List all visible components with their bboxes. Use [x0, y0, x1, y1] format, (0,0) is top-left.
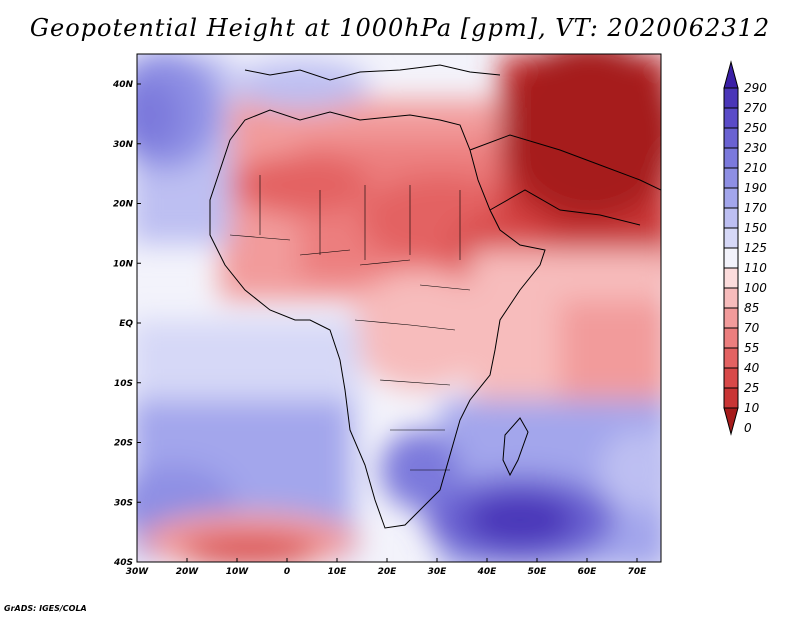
colorbar-label: 290	[744, 81, 767, 95]
colorbar-label: 55	[744, 341, 759, 355]
longitude-axis: 30W 20W 10W 0 10E 20E 30E 40E 50E 60E 70E	[126, 558, 647, 577]
colorbar-max-triangle	[723, 60, 739, 89]
lat-tick-label: 40S	[113, 558, 133, 568]
colorbar-segment	[723, 247, 739, 269]
lon-tick-label: 20W	[176, 567, 200, 577]
colorbar-label: 190	[744, 181, 767, 195]
colorbar-segment	[723, 207, 739, 229]
plot-frame	[136, 53, 662, 563]
colorbar-label: 70	[744, 321, 760, 335]
grads-credit: GrADS: IGES/COLA	[4, 604, 87, 613]
lon-tick-label: 70E	[628, 567, 648, 577]
lon-tick-label: 10W	[226, 567, 250, 577]
lat-tick-label: 20N	[113, 200, 134, 210]
colorbar-label: 125	[744, 241, 767, 255]
colorbar-label: 230	[744, 141, 767, 155]
colorbar-segment	[723, 287, 739, 309]
lat-tick-label: 30N	[113, 140, 134, 150]
colorbar-segment	[723, 227, 739, 249]
colorbar-label: 250	[744, 121, 767, 135]
lat-tick-label: 20S	[114, 439, 133, 449]
lon-tick-label: 0	[284, 567, 290, 577]
colorbar-segment	[723, 367, 739, 389]
colorbar-label: 25	[744, 381, 759, 395]
lon-tick-label: 10E	[328, 567, 348, 577]
colorbar-segment	[723, 147, 739, 169]
map-title: Geopotential Height at 1000hPa [gpm], VT…	[29, 14, 771, 42]
lon-tick-label: 50E	[528, 567, 548, 577]
lon-tick-label: 40E	[477, 567, 498, 577]
lat-tick-label: EQ	[119, 319, 133, 329]
colorbar-label: 270	[744, 101, 767, 115]
lon-tick-label: 60E	[578, 567, 598, 577]
latitude-axis: 40N 30N 20N 10N EQ 10S 20S 30S 40S	[112, 80, 141, 568]
colorbar-label: 170	[744, 201, 767, 215]
lat-tick-label: 40N	[112, 80, 134, 90]
colorbar-label: 150	[744, 221, 767, 235]
colorbar-segment	[723, 327, 739, 349]
lat-tick-label: 10N	[113, 259, 134, 269]
colorbar-segment	[723, 87, 739, 109]
lon-tick-label: 20E	[378, 567, 398, 577]
colorbar-label: 10	[744, 401, 760, 415]
colorbar-segment	[723, 387, 739, 409]
colorbar-min-triangle	[723, 407, 739, 436]
colorbar-segment	[723, 167, 739, 189]
colorbar-label: 110	[744, 261, 767, 275]
colorbar-label: 210	[744, 161, 767, 175]
colorbar: 2902702502302101901701501251101008570554…	[723, 60, 767, 436]
lon-tick-label: 30E	[428, 567, 448, 577]
colorbar-segment	[723, 107, 739, 129]
colorbar-label: 40	[744, 361, 760, 375]
country-borders	[229, 175, 471, 471]
colorbar-label: 100	[744, 281, 767, 295]
lon-tick-label: 30W	[126, 567, 150, 577]
lat-tick-label: 10S	[114, 379, 133, 389]
colorbar-segment	[723, 187, 739, 209]
colorbar-segment	[723, 267, 739, 289]
colorbar-segment	[723, 307, 739, 329]
coastlines	[209, 64, 661, 529]
lat-tick-label: 30S	[114, 498, 133, 508]
colorbar-segment	[723, 127, 739, 149]
colorbar-label: 0	[744, 421, 752, 435]
colorbar-label: 85	[744, 301, 759, 315]
colorbar-segment	[723, 347, 739, 369]
height-field	[137, 54, 661, 562]
